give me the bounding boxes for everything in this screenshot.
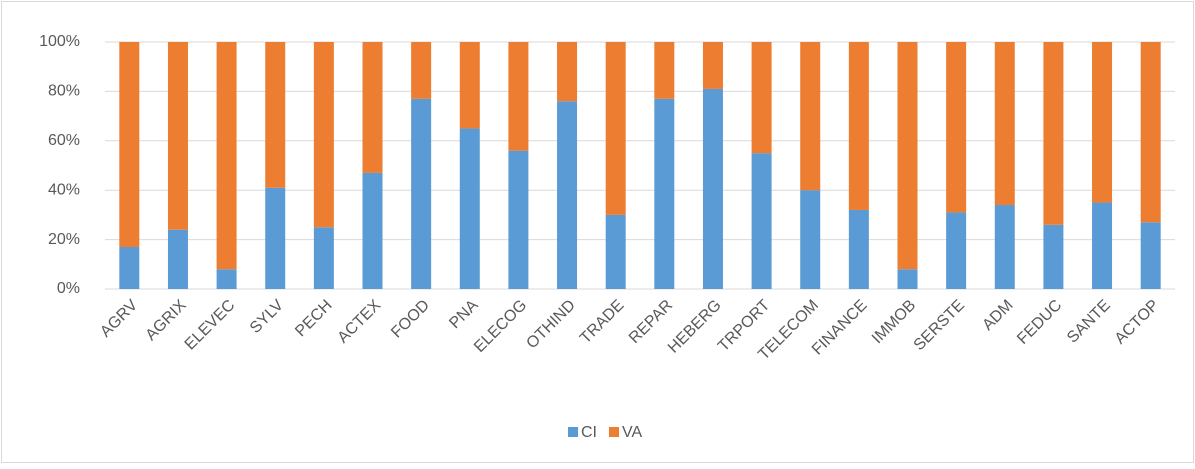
bar-segment: [605, 42, 626, 215]
bar-segment: [119, 42, 140, 248]
bar-segment: [1043, 224, 1064, 289]
bar-segment: [1140, 222, 1161, 289]
bar-segment: [362, 42, 383, 173]
bar-segment: [654, 42, 675, 99]
bar-segment: [265, 187, 286, 289]
bar-segment: [994, 205, 1015, 289]
bar-segment: [848, 42, 869, 210]
y-tick-label: 20%: [48, 231, 80, 248]
bar-segment: [751, 42, 772, 154]
bar-segment: [1092, 42, 1113, 203]
bar-segment: [119, 247, 140, 289]
bar-segment: [557, 42, 578, 102]
bar-segment: [313, 42, 334, 228]
bar-segment: [605, 214, 626, 289]
legend-swatch: [568, 427, 578, 437]
bar-segment: [459, 42, 480, 129]
y-tick-label: 100%: [39, 33, 80, 50]
legend-label: VA: [622, 424, 642, 441]
bar-segment: [1140, 42, 1161, 223]
bar-segment: [800, 190, 821, 289]
y-tick-label: 0%: [57, 280, 80, 297]
bar-segment: [848, 209, 869, 289]
bar-segment: [167, 42, 188, 230]
bar-segment: [751, 153, 772, 289]
bar-segment: [897, 269, 918, 289]
y-tick-label: 80%: [48, 83, 80, 100]
bar-segment: [1092, 202, 1113, 289]
y-tick-label: 60%: [48, 132, 80, 149]
bar-segment: [313, 227, 334, 289]
bar-segment: [702, 88, 723, 290]
bar-segment: [508, 150, 529, 289]
bar-segment: [1043, 42, 1064, 225]
bar-segment: [800, 42, 821, 191]
bar-segment: [508, 42, 529, 151]
bar-segment: [946, 212, 967, 289]
bar-segment: [362, 172, 383, 289]
bar-segment: [557, 101, 578, 289]
y-tick-label: 40%: [48, 181, 80, 198]
bar-segment: [946, 42, 967, 213]
bar-segment: [411, 42, 432, 99]
legend-label: CI: [581, 424, 597, 441]
bar-segment: [167, 229, 188, 289]
legend-swatch: [609, 427, 619, 437]
bar-segment: [216, 42, 237, 270]
bar-segment: [654, 98, 675, 289]
bar-segment: [411, 98, 432, 289]
bar-segment: [702, 42, 723, 89]
bar-segment: [459, 128, 480, 289]
bar-segment: [265, 42, 286, 188]
bar-segment: [216, 269, 237, 289]
bar-segment: [897, 42, 918, 270]
bar-segment: [994, 42, 1015, 206]
